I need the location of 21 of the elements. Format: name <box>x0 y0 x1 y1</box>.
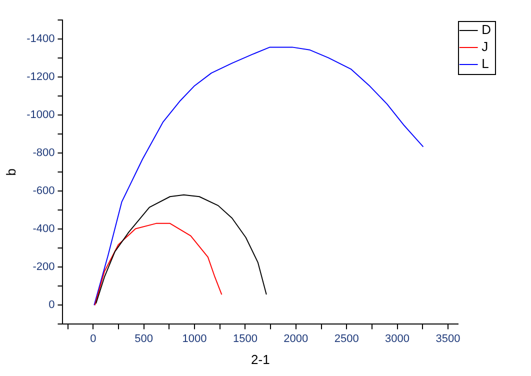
legend-label: J <box>482 39 488 54</box>
x-tick-label: 3000 <box>385 332 410 345</box>
legend-label: D <box>482 22 491 38</box>
x-axis-title: 2-1 <box>251 352 270 367</box>
y-tick-label: -600 <box>32 185 55 198</box>
x-tick-label: 1500 <box>232 332 258 345</box>
y-tick-label: -1200 <box>26 71 55 84</box>
x-tick-label: 0 <box>90 332 96 345</box>
x-tick-label: 1000 <box>182 332 207 345</box>
y-tick-label: -1400 <box>26 33 55 46</box>
x-tick-label: 3500 <box>436 332 460 345</box>
y-tick-label: -800 <box>32 147 55 160</box>
y-axis-title: b <box>3 168 18 176</box>
y-tick-label: 0 <box>48 299 55 312</box>
y-tick-label: -400 <box>32 223 55 236</box>
x-tick-label: 2500 <box>334 332 359 345</box>
x-tick-label: 2000 <box>284 332 308 345</box>
x-tick-label: 500 <box>134 332 154 345</box>
legend-label: L <box>482 56 489 72</box>
y-tick-label: -1000 <box>26 109 55 122</box>
y-tick-label: -200 <box>32 261 55 274</box>
